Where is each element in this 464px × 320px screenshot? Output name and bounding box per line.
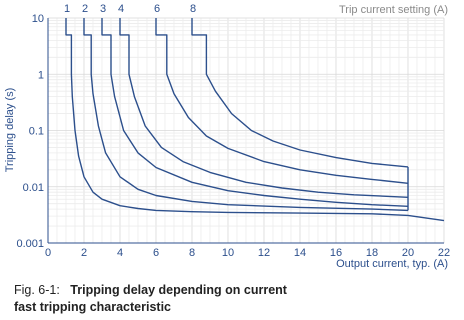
x-tick-label: 10 [222,247,234,259]
x-tick-label: 18 [366,247,378,259]
curves [65,18,445,222]
curve-label-4: 4 [118,3,124,15]
x-tick-label: 8 [189,247,195,259]
curve-label-3: 3 [100,3,106,15]
x-tick-label: 6 [153,247,159,259]
curve-label-6: 6 [154,3,160,15]
x-tick-label: 16 [330,247,342,259]
axes [47,18,444,244]
caption-title-line1: Tripping delay depending on current [70,283,287,297]
y-tick-label: 0.01 [23,182,44,194]
curve-series-3 [101,18,409,207]
curve-label-1: 1 [64,3,70,15]
y-axis-title: Tripping delay (s) [4,88,16,173]
x-tick-label: 4 [117,247,123,259]
x-tick-label: 20 [402,247,414,259]
x-axis-title: Output current, typ. (A) [336,258,448,270]
x-tick-label: 2 [81,247,87,259]
x-tick-label: 22 [438,247,450,259]
curve-series-6 [155,18,409,184]
y-tick-label: 1 [38,69,44,81]
curve-label-2: 2 [82,3,88,15]
x-tick-label: 12 [258,247,270,259]
x-tick-label: 14 [294,247,306,259]
y-tick-label: 0.1 [29,126,44,138]
curve-series-4 [119,18,409,198]
caption-title-line2: fast tripping characteristic [14,300,171,314]
y-tick-label: 10 [32,13,44,25]
x-tick-label: 0 [45,247,51,259]
figure-caption: Fig. 6-1: Tripping delay depending on cu… [14,282,454,316]
caption-label: Fig. 6-1: [14,283,60,297]
curve-series-1 [65,18,445,222]
y-tick-label: 0.001 [16,238,44,250]
curve-label-8: 8 [190,3,196,15]
curve-series-2 [83,18,409,212]
curve-series-8 [191,18,409,168]
tick-labels: 0 2 4 6 8 10 12 14 16 18 20 22 10 1 0.1 0.01 0.001 [16,13,450,259]
legend-title: Trip current setting (A) [339,4,448,16]
